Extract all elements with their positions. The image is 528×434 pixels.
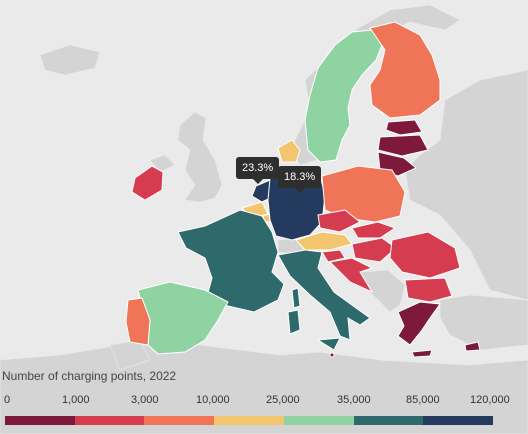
legend-swatch	[353, 416, 424, 425]
country-ireland[interactable]	[131, 165, 164, 201]
country-slovenia[interactable]	[321, 249, 346, 263]
legend-swatch	[144, 416, 215, 425]
legend-swatch	[283, 416, 354, 425]
legend-tick-label: 1,000	[62, 394, 90, 406]
tooltip-germany: 18.3%	[278, 166, 322, 193]
legend-swatch	[214, 416, 284, 425]
legend-tick-label: 3,000	[131, 394, 159, 406]
country-estonia[interactable]	[385, 119, 423, 136]
country-greece[interactable]	[397, 301, 441, 346]
country-finland[interactable]	[369, 21, 441, 119]
tooltip-netherlands: 23.3%	[236, 157, 280, 184]
legend-color-bar	[5, 416, 494, 425]
country-france-corsica[interactable]	[291, 287, 301, 309]
eu-countries	[125, 21, 481, 358]
legend-tick-label: 0	[4, 394, 11, 406]
country-italy-sardinia[interactable]	[287, 309, 301, 335]
legend-ticks: 0 1,000 3,000 10,000 25,000 35,000 85,00…	[0, 394, 528, 410]
legend-title: Number of charging points, 2022	[2, 369, 177, 383]
legend-swatch	[5, 416, 75, 425]
legend-swatch	[74, 416, 145, 425]
country-romania[interactable]	[389, 231, 461, 279]
country-denmark[interactable]	[277, 139, 301, 163]
country-hungary[interactable]	[351, 237, 397, 263]
country-italy-sicily[interactable]	[316, 337, 341, 351]
legend-swatch	[423, 416, 494, 425]
legend-tick-label: 35,000	[337, 394, 371, 406]
country-cyprus[interactable]	[464, 341, 481, 352]
country-portugal[interactable]	[125, 297, 151, 346]
country-bulgaria[interactable]	[404, 277, 453, 303]
country-france[interactable]	[177, 209, 285, 313]
legend-tick-label: 85,000	[406, 394, 440, 406]
legend-tick-label: 25,000	[266, 394, 300, 406]
country-slovakia[interactable]	[351, 221, 397, 239]
country-malta[interactable]	[329, 352, 335, 358]
country-greece-crete[interactable]	[411, 349, 433, 358]
legend-tick-label: 10,000	[196, 394, 230, 406]
country-czechia[interactable]	[317, 209, 361, 233]
background-land	[0, 4, 528, 434]
legend-tick-label: 120,000	[470, 394, 510, 406]
country-latvia[interactable]	[377, 134, 429, 157]
country-sweden[interactable]	[304, 29, 383, 163]
country-croatia[interactable]	[328, 257, 374, 294]
country-italy[interactable]	[277, 249, 371, 341]
